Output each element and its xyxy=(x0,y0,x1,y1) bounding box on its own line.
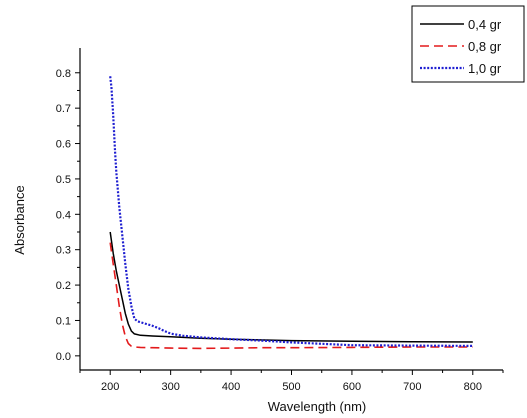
y-tick-label: 0.2 xyxy=(56,280,71,292)
x-tick-label: 700 xyxy=(403,381,421,393)
legend-label-3: 1,0 gr xyxy=(468,61,502,76)
plot-frame xyxy=(79,48,503,371)
y-tick-label: 0.5 xyxy=(56,174,71,186)
x-axis-title: Wavelength (nm) xyxy=(268,399,367,414)
y-tick-label: 0.0 xyxy=(56,351,71,363)
legend-label-1: 0,4 gr xyxy=(468,17,502,32)
x-tick-label: 200 xyxy=(101,381,119,393)
x-tick-label: 400 xyxy=(222,381,240,393)
legend: 0,4 gr 0,8 gr 1,0 gr xyxy=(411,5,525,83)
y-tick-label: 0.6 xyxy=(56,139,71,151)
x-tick-label: 300 xyxy=(161,381,179,393)
y-tick-label: 0.8 xyxy=(56,68,71,80)
series-line-3 xyxy=(109,76,473,347)
legend-box xyxy=(411,5,525,83)
y-tick-label: 0.7 xyxy=(56,103,71,115)
series-layer xyxy=(109,76,473,350)
series-line-2 xyxy=(109,242,473,350)
ticks-layer: 200 300 400 500 600 700 800 0.0 0.1 0.2 0.3 0.4 0.5 0… xyxy=(56,68,504,393)
legend-label-2: 0,8 gr xyxy=(468,39,502,54)
y-axis-title: Absorbance xyxy=(12,185,27,254)
y-tick-label: 0.1 xyxy=(56,315,71,327)
y-tick-label: 0.4 xyxy=(56,209,71,221)
x-tick-label: 600 xyxy=(343,381,361,393)
x-tick-label: 800 xyxy=(464,381,482,393)
series-line-1 xyxy=(109,231,473,343)
y-tick-label: 0.3 xyxy=(56,245,71,257)
x-tick-label: 500 xyxy=(282,381,300,393)
